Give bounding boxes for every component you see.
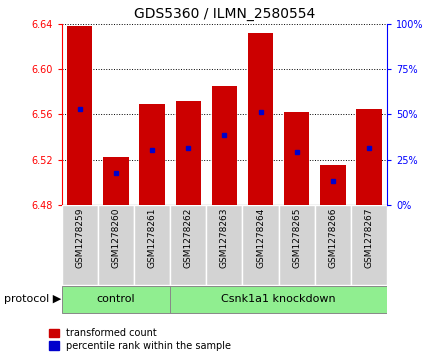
Bar <box>170 205 206 285</box>
Text: GSM1278263: GSM1278263 <box>220 208 229 268</box>
Bar <box>139 104 165 205</box>
Bar <box>320 166 345 205</box>
Bar <box>62 286 170 313</box>
Bar <box>356 109 382 205</box>
Text: GSM1278266: GSM1278266 <box>328 208 337 268</box>
Text: GSM1278264: GSM1278264 <box>256 208 265 268</box>
Bar <box>134 205 170 285</box>
Bar <box>248 33 273 205</box>
Bar <box>176 101 201 205</box>
Text: GSM1278267: GSM1278267 <box>365 208 374 268</box>
Bar <box>284 112 309 205</box>
Text: Csnk1a1 knockdown: Csnk1a1 knockdown <box>221 294 336 305</box>
Text: GSM1278260: GSM1278260 <box>111 208 121 268</box>
Bar <box>98 205 134 285</box>
Bar <box>206 205 242 285</box>
Bar <box>279 205 315 285</box>
Text: control: control <box>96 294 135 305</box>
Bar <box>315 205 351 285</box>
Text: GSM1278259: GSM1278259 <box>75 208 84 268</box>
Bar <box>62 205 98 285</box>
Text: GSM1278262: GSM1278262 <box>184 208 193 268</box>
Bar <box>242 205 279 285</box>
Legend: transformed count, percentile rank within the sample: transformed count, percentile rank withi… <box>49 328 231 351</box>
Title: GDS5360 / ILMN_2580554: GDS5360 / ILMN_2580554 <box>134 7 315 21</box>
Bar <box>212 86 237 205</box>
Text: GSM1278265: GSM1278265 <box>292 208 301 268</box>
Text: protocol ▶: protocol ▶ <box>4 294 62 305</box>
Text: GSM1278261: GSM1278261 <box>147 208 157 268</box>
Bar <box>351 205 387 285</box>
Bar <box>103 158 128 205</box>
Bar <box>170 286 387 313</box>
Bar <box>67 26 92 205</box>
